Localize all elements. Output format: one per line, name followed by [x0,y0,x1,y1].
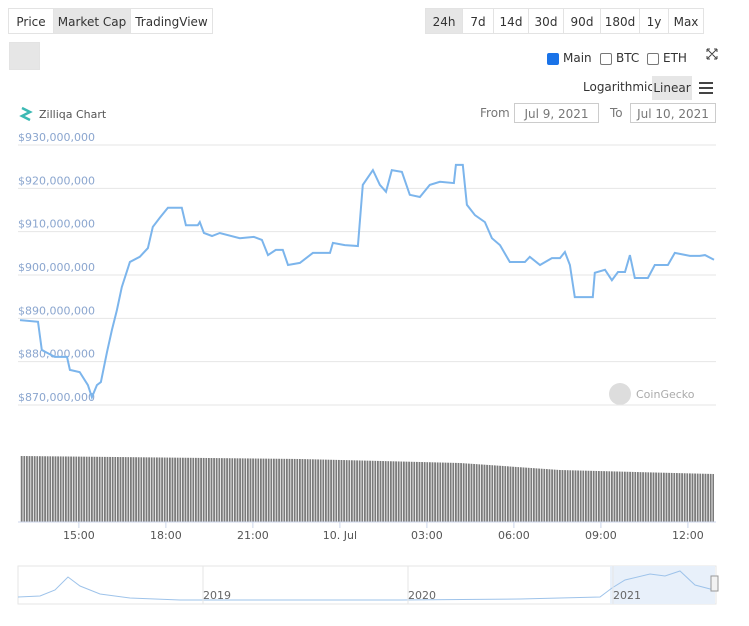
watermark: CoinGecko [636,388,695,401]
fullscreen-icon [706,48,718,60]
range-button[interactable]: Max [668,8,704,34]
x-tick-label: 15:00 [63,529,95,542]
price-line [19,163,715,401]
x-tick-label: 18:00 [150,529,182,542]
zilliqa-logo [19,106,33,122]
x-tick-label: 21:00 [237,529,269,542]
scale-button[interactable]: Logarithmic [583,80,654,94]
checkbox[interactable] [600,53,612,65]
navigator-selection [610,566,715,604]
compare-label: BTC [616,51,640,65]
menu-icon [699,82,713,94]
y-tick-label: $930,000,000 [18,131,95,144]
checkbox[interactable] [647,53,659,65]
volume-bars [20,456,714,522]
y-tick-label: $870,000,000 [18,391,95,404]
range-button[interactable]: 14d [493,8,529,34]
view-button[interactable]: Price [8,8,54,34]
to-label: To [610,106,623,120]
navigator-label: 2020 [408,589,436,602]
navigator-label: 2019 [203,589,231,602]
y-tick-label: $880,000,000 [18,348,95,361]
compare-label: ETH [663,51,687,65]
range-button[interactable]: 7d [462,8,494,34]
scale-button[interactable]: Linear [652,76,692,100]
navigator-handle[interactable] [710,575,719,592]
x-tick-label: 12:00 [672,529,704,542]
range-button[interactable]: 24h [425,8,463,34]
navigator-label: 2021 [613,589,641,602]
range-button[interactable]: 90d [563,8,601,34]
x-tick-label: 06:00 [498,529,530,542]
navigator-line [17,570,715,601]
compare-label: Main [563,51,592,65]
y-tick-label: $920,000,000 [18,174,95,187]
x-tick-label: 09:00 [585,529,617,542]
range-button[interactable]: 180d [600,8,640,34]
checkbox-checked[interactable] [547,53,559,65]
x-tick-label: 03:00 [411,529,443,542]
y-tick-label: $890,000,000 [18,304,95,317]
view-button[interactable]: TradingView [130,8,213,34]
range-button[interactable]: 1y [639,8,669,34]
y-tick-label: $910,000,000 [18,218,95,231]
to-input[interactable]: Jul 10, 2021 [630,103,716,123]
trend-button[interactable] [9,42,40,70]
chart-title: Zilliqa Chart [39,108,107,121]
from-input[interactable]: Jul 9, 2021 [514,103,599,123]
range-button[interactable]: 30d [528,8,564,34]
view-button[interactable]: Market Cap [53,8,131,34]
from-label: From [480,106,510,120]
x-tick-label: 10. Jul [323,529,357,542]
watermark-logo [609,383,631,405]
y-tick-label: $900,000,000 [18,261,95,274]
